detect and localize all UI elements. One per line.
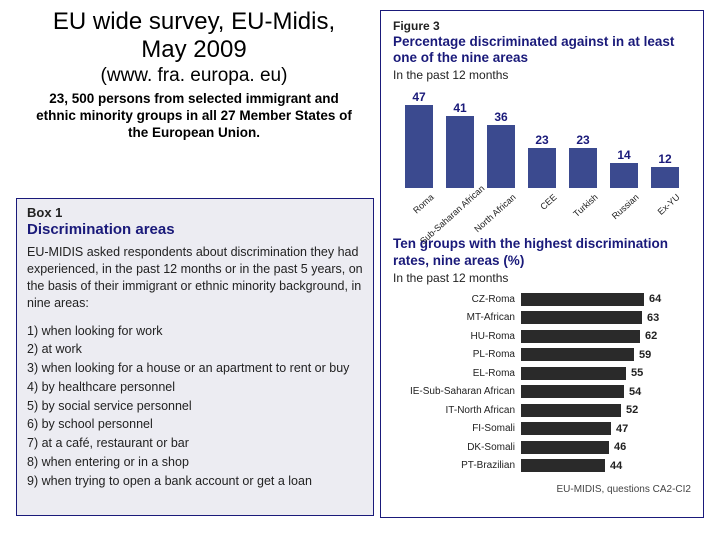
hbar-rect bbox=[521, 459, 605, 472]
hbar-label: IT-North African bbox=[393, 405, 521, 416]
box-list-item: 6) by school personnel bbox=[27, 415, 363, 434]
hbar-label: MT-African bbox=[393, 312, 521, 323]
hbar-rect bbox=[521, 293, 644, 306]
box-list-item: 9) when trying to open a bank account or… bbox=[27, 472, 363, 491]
vbar-rect bbox=[569, 148, 597, 188]
vbar: 36 bbox=[487, 110, 515, 188]
hbar-row: FI-Somali 47 bbox=[393, 420, 691, 437]
vbar-rect bbox=[651, 167, 679, 188]
box-list: 1) when looking for work2) at work3) whe… bbox=[27, 322, 363, 491]
figure-panel: Figure 3 Percentage discriminated agains… bbox=[380, 10, 704, 518]
box-list-item: 1) when looking for work bbox=[27, 322, 363, 341]
box-list-item: 5) by social service personnel bbox=[27, 397, 363, 416]
figure-label: Figure 3 bbox=[393, 19, 691, 33]
vbar: 47 bbox=[405, 90, 433, 188]
hbar-rect bbox=[521, 404, 621, 417]
vbar-value: 23 bbox=[528, 133, 556, 147]
vbar-rect bbox=[528, 148, 556, 188]
vbar-value: 36 bbox=[487, 110, 515, 124]
box-title: Discrimination areas bbox=[27, 221, 363, 238]
hbar-value: 46 bbox=[609, 441, 626, 453]
box-list-item: 7) at a café, restaurant or bar bbox=[27, 434, 363, 453]
hbar-rect bbox=[521, 348, 634, 361]
hbar-value: 64 bbox=[644, 293, 661, 305]
vertical-bar-chart: 47Roma41Sub-Saharan African36North Afric… bbox=[393, 88, 689, 226]
figure-footer: EU-MIDIS, questions CA2-CI2 bbox=[393, 484, 691, 495]
hbar-value: 55 bbox=[626, 367, 643, 379]
hbar-row: HU-Roma 62 bbox=[393, 328, 691, 345]
box-label: Box 1 bbox=[27, 205, 363, 220]
vbar-value: 23 bbox=[569, 133, 597, 147]
hbar-row: MT-African 63 bbox=[393, 309, 691, 326]
vbar-value: 41 bbox=[446, 101, 474, 115]
hbar-rect bbox=[521, 422, 611, 435]
hbar-value: 63 bbox=[642, 312, 659, 324]
vbar: 41 bbox=[446, 101, 474, 188]
hchart-subtitle: In the past 12 months bbox=[393, 271, 691, 285]
vbar-rect bbox=[446, 116, 474, 188]
box-list-item: 3) when looking for a house or an apartm… bbox=[27, 359, 363, 378]
horizontal-bar-chart: CZ-Roma 64 MT-African 63 HU-Roma 62 PL-Roma 59 E… bbox=[393, 291, 691, 475]
hbar-value: 52 bbox=[621, 404, 638, 416]
page-subtitle: (www. fra. europa. eu) bbox=[28, 65, 360, 87]
page-description: 23, 500 persons from selected immigrant … bbox=[28, 91, 360, 142]
hbar-rect bbox=[521, 311, 642, 324]
hchart-title: Ten groups with the highest discriminati… bbox=[393, 236, 691, 268]
vbar-rect bbox=[487, 125, 515, 188]
vbar-value: 14 bbox=[610, 148, 638, 162]
vbar: 23 bbox=[528, 133, 556, 188]
vbar-value: 47 bbox=[405, 90, 433, 104]
hbar-row: IT-North African 52 bbox=[393, 402, 691, 419]
hbar-label: DK-Somali bbox=[393, 442, 521, 453]
hbar-rect bbox=[521, 330, 640, 343]
hbar-row: PT-Brazilian 44 bbox=[393, 457, 691, 474]
vbar: 23 bbox=[569, 133, 597, 188]
hbar-value: 59 bbox=[634, 349, 651, 361]
box-discrimination-areas: Box 1 Discrimination areas EU-MIDIS aske… bbox=[16, 198, 374, 516]
hbar-value: 62 bbox=[640, 330, 657, 342]
hbar-value: 47 bbox=[611, 423, 628, 435]
box-list-item: 2) at work bbox=[27, 340, 363, 359]
hbar-label: EL-Roma bbox=[393, 368, 521, 379]
hbar-rect bbox=[521, 385, 624, 398]
hbar-row: IE-Sub-Saharan African 54 bbox=[393, 383, 691, 400]
vbar-value: 12 bbox=[651, 152, 679, 166]
hbar-row: EL-Roma 55 bbox=[393, 365, 691, 382]
box-intro: EU-MIDIS asked respondents about discrim… bbox=[27, 244, 363, 312]
vbar: 12 bbox=[651, 152, 679, 188]
hbar-label: IE-Sub-Saharan African bbox=[393, 386, 521, 397]
hbar-value: 44 bbox=[605, 460, 622, 472]
hbar-value: 54 bbox=[624, 386, 641, 398]
hbar-row: CZ-Roma 64 bbox=[393, 291, 691, 308]
page-title: EU wide survey, EU-Midis, May 2009 bbox=[28, 8, 360, 63]
vbar-rect bbox=[610, 163, 638, 188]
hbar-row: PL-Roma 59 bbox=[393, 346, 691, 363]
hbar-label: PL-Roma bbox=[393, 349, 521, 360]
box-list-item: 4) by healthcare personnel bbox=[27, 378, 363, 397]
hbar-label: CZ-Roma bbox=[393, 294, 521, 305]
hbar-label: PT-Brazilian bbox=[393, 460, 521, 471]
figure-subtitle: In the past 12 months bbox=[393, 68, 691, 82]
hbar-label: HU-Roma bbox=[393, 331, 521, 342]
vbar: 14 bbox=[610, 148, 638, 188]
figure-title: Percentage discriminated against in at l… bbox=[393, 34, 691, 66]
left-header: EU wide survey, EU-Midis, May 2009 (www.… bbox=[28, 8, 360, 142]
hbar-rect bbox=[521, 441, 609, 454]
hbar-label: FI-Somali bbox=[393, 423, 521, 434]
hbar-rect bbox=[521, 367, 626, 380]
box-list-item: 8) when entering or in a shop bbox=[27, 453, 363, 472]
hbar-row: DK-Somali 46 bbox=[393, 439, 691, 456]
vbar-rect bbox=[405, 105, 433, 188]
